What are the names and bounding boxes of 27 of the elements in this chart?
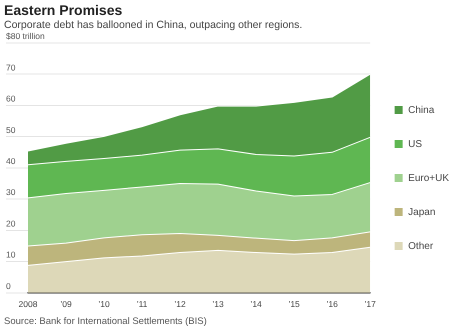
x-tick-label: ’14: [250, 299, 262, 310]
legend-label: US: [408, 138, 422, 150]
legend-label: Euro+UK: [408, 172, 450, 184]
y-tick-label: 20: [6, 218, 16, 228]
x-tick-label: ’09: [60, 299, 72, 310]
source-note: Source: Bank for International Settlements (BIS): [4, 316, 207, 327]
y-tick-label: $80 trillion: [6, 31, 46, 42]
y-tick-label: 70: [6, 62, 16, 72]
x-tick-label: ’13: [212, 299, 224, 310]
y-tick-label: 10: [6, 250, 16, 260]
x-tick-label: ’16: [326, 299, 338, 310]
x-tick-label: 2008: [18, 299, 38, 310]
y-tick-label: 0: [6, 280, 11, 291]
x-tick-label: ’11: [136, 299, 148, 310]
chart-title: Eastern Promises: [4, 2, 122, 18]
x-tick-label: ’10: [98, 299, 110, 310]
x-tick-label: ’12: [174, 299, 186, 310]
legend-label: China: [408, 104, 435, 116]
legend-label: Japan: [408, 206, 436, 218]
chart-subtitle: Corporate debt has ballooned in China, outpacing other regions.: [4, 19, 302, 31]
x-tick-label: ’17: [364, 299, 376, 310]
x-tick-label: ’15: [288, 299, 300, 310]
y-tick-label: 30: [6, 187, 16, 198]
legend-label: Other: [408, 240, 434, 252]
y-tick-label: 50: [6, 124, 16, 135]
y-tick-label: 40: [6, 156, 16, 166]
y-tick-label: 60: [6, 94, 16, 104]
